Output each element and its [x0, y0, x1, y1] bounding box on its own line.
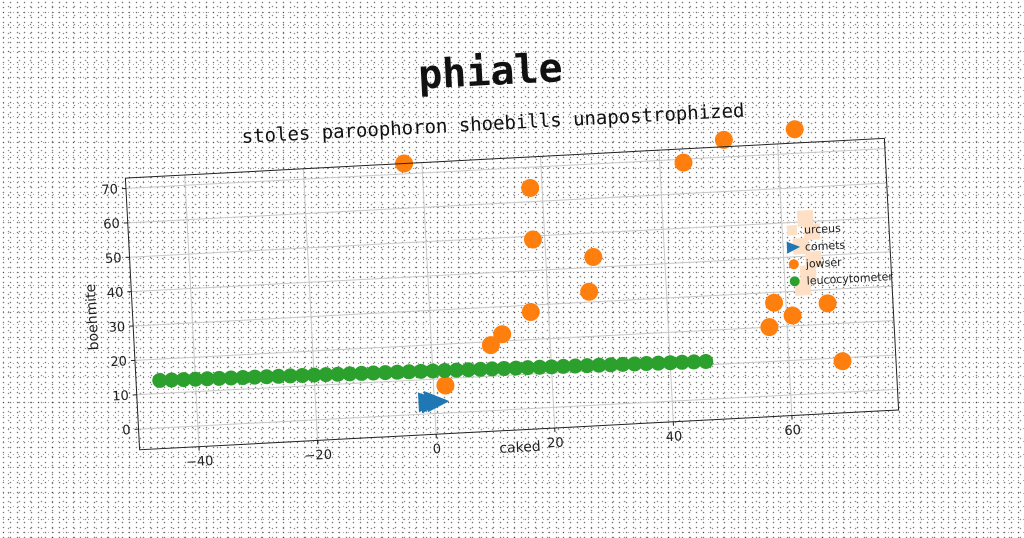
- y-tick-label: 30: [108, 320, 125, 336]
- legend-marker: [789, 259, 800, 270]
- legend-marker: [787, 225, 798, 236]
- y-gridline: [135, 321, 894, 361]
- y-tick-label: 50: [105, 251, 122, 267]
- data-point-jowser: [523, 230, 542, 249]
- ticks: −40 −20 0 20 40 60 0 10 20 30 40 50 60 70: [101, 147, 801, 474]
- y-tick-label: 70: [101, 182, 118, 198]
- legend-label: urceus: [804, 222, 842, 237]
- y-tick-label: 20: [110, 354, 127, 370]
- y-tick-label: 40: [106, 286, 123, 302]
- x-tick-label: 60: [784, 423, 801, 439]
- grid: [125, 138, 898, 449]
- y-tick-label: 60: [103, 217, 120, 233]
- data-point-jowser: [674, 153, 693, 172]
- legend-label: leucocytometer: [806, 270, 893, 288]
- data-point-leucocytometer: [698, 354, 714, 370]
- y-axis-label: boehmite: [83, 283, 102, 350]
- y-tick-label: 0: [122, 423, 131, 438]
- x-gridline: [778, 144, 792, 416]
- data-point-jowser: [760, 318, 779, 337]
- axes-frame: [125, 138, 898, 449]
- x-gridline: [185, 175, 199, 447]
- y-tick-label: 10: [112, 389, 129, 405]
- x-tick-label: 0: [432, 442, 441, 457]
- x-tick-label: −20: [304, 448, 332, 464]
- data-point-jowser: [818, 294, 837, 313]
- legend-label: comets: [805, 239, 846, 254]
- y-gridline: [130, 217, 889, 257]
- y-gridline: [131, 252, 890, 292]
- data-point-jowser: [580, 282, 599, 301]
- x-gridline: [303, 169, 317, 441]
- y-gridline: [126, 149, 885, 189]
- data-point-jowser: [765, 293, 784, 312]
- data-point-jowser: [521, 178, 540, 197]
- data-point-jowser: [584, 248, 603, 267]
- x-gridline: [659, 150, 673, 422]
- x-gridline: [540, 156, 554, 428]
- data-point-jowser: [833, 352, 852, 371]
- x-tick-label: −40: [186, 454, 214, 470]
- x-tick-label: 40: [665, 429, 682, 445]
- x-axis-label: caked: [499, 439, 541, 457]
- legend-label: jowser: [804, 256, 842, 271]
- legend-item-urceus: urceus: [787, 222, 842, 238]
- data-point-jowser: [785, 120, 804, 139]
- legend-item-jowser: jowser: [789, 256, 843, 272]
- y-gridline: [128, 183, 887, 223]
- x-tick-label: 20: [547, 436, 564, 452]
